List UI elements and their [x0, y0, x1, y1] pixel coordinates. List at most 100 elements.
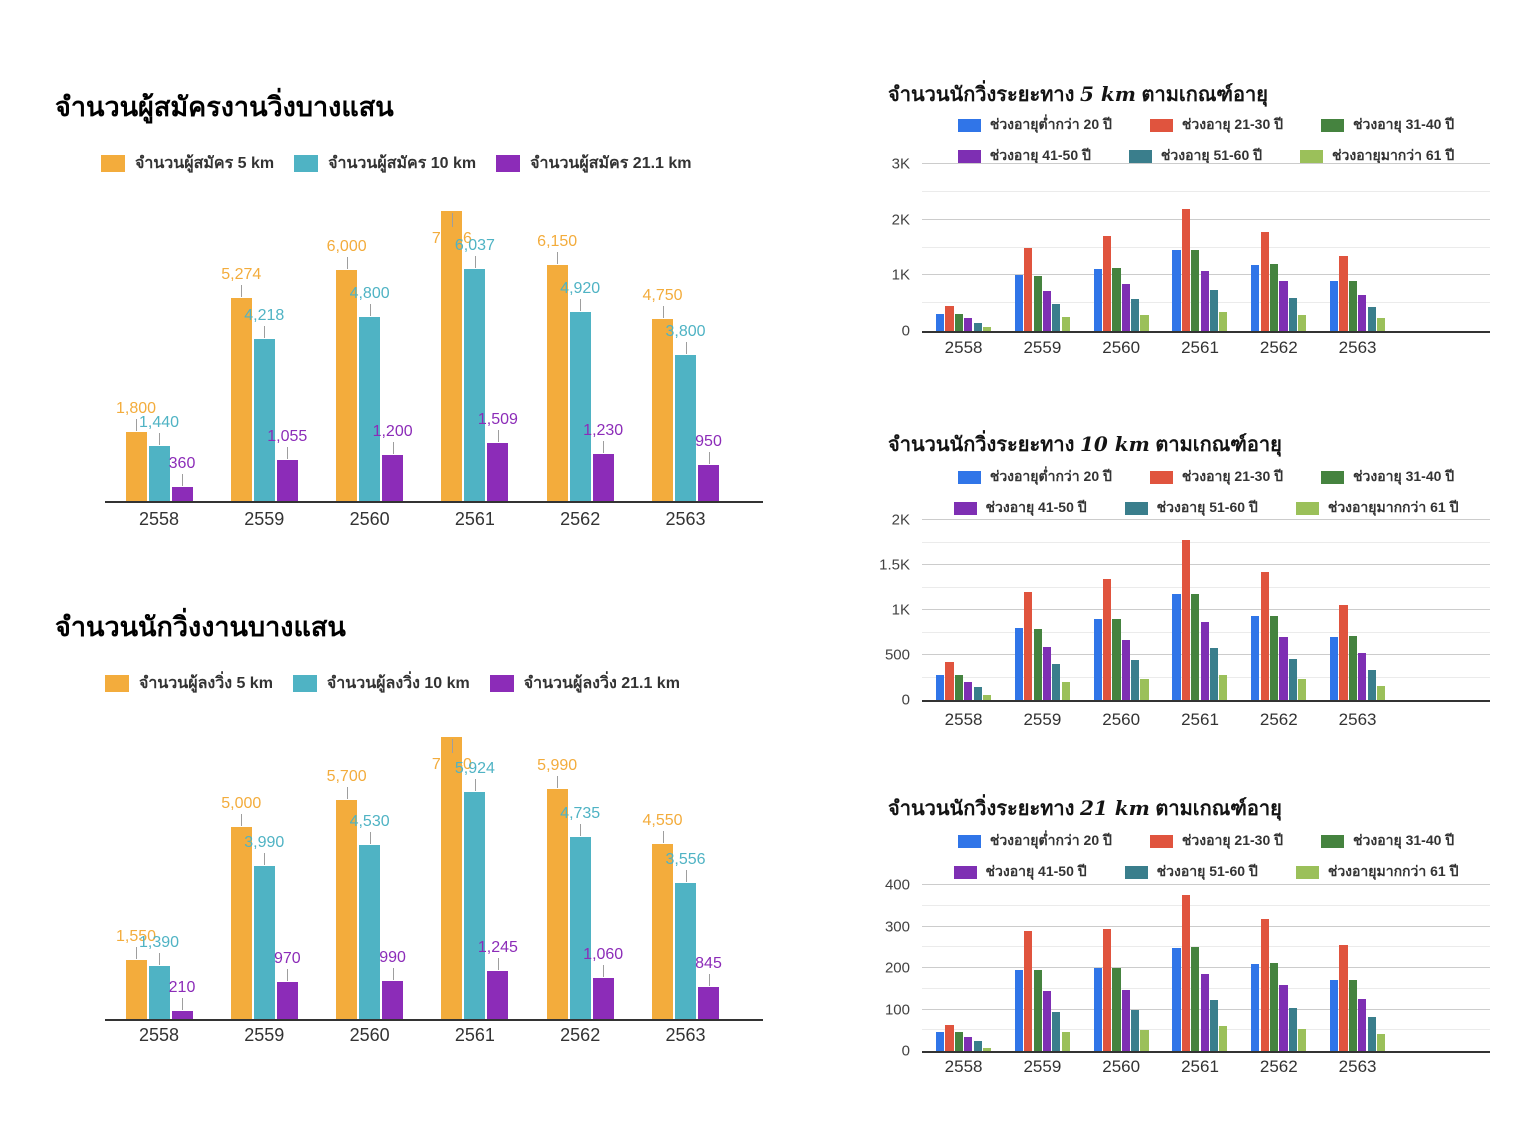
bar[interactable]: [1219, 1026, 1228, 1051]
bar[interactable]: [1279, 637, 1288, 700]
bar[interactable]: [382, 981, 404, 1019]
bar[interactable]: [936, 314, 945, 331]
bar[interactable]: [1348, 280, 1357, 331]
bar[interactable]: [954, 314, 963, 331]
bar[interactable]: [1209, 289, 1219, 331]
bar[interactable]: [1279, 985, 1288, 1051]
bar[interactable]: [1260, 919, 1269, 1051]
bar[interactable]: [1191, 947, 1200, 1051]
bar[interactable]: [1024, 592, 1033, 700]
bar[interactable]: [1200, 621, 1209, 700]
bar[interactable]: [1298, 679, 1307, 700]
bar[interactable]: [954, 1032, 963, 1051]
bar[interactable]: [1279, 280, 1288, 331]
bar[interactable]: [1172, 250, 1181, 331]
bar[interactable]: [1140, 315, 1149, 331]
bar[interactable]: [1288, 1007, 1297, 1051]
bar[interactable]: [1052, 1011, 1061, 1051]
bar[interactable]: [1330, 280, 1339, 331]
bar[interactable]: [1367, 670, 1376, 700]
bar[interactable]: [1367, 306, 1376, 331]
bar[interactable]: [382, 454, 404, 501]
bar[interactable]: [1376, 1033, 1386, 1051]
bar[interactable]: [1348, 636, 1357, 700]
bar[interactable]: [973, 1040, 982, 1051]
bar[interactable]: [1219, 674, 1228, 700]
bar[interactable]: [569, 837, 591, 1019]
bar[interactable]: [1181, 208, 1190, 331]
bar[interactable]: [1061, 682, 1070, 700]
bar[interactable]: [276, 981, 298, 1019]
bar[interactable]: [1112, 268, 1121, 331]
bar[interactable]: [359, 845, 381, 1019]
bar[interactable]: [954, 674, 963, 700]
bar[interactable]: [546, 789, 568, 1019]
bar[interactable]: [1376, 318, 1386, 331]
bar[interactable]: [148, 445, 170, 501]
bar[interactable]: [253, 338, 275, 501]
bar[interactable]: [464, 269, 486, 501]
bar[interactable]: [1209, 1000, 1219, 1051]
bar[interactable]: [148, 965, 170, 1019]
bar[interactable]: [1102, 578, 1112, 700]
bar[interactable]: [546, 264, 568, 501]
bar[interactable]: [675, 882, 696, 1019]
bar[interactable]: [1269, 963, 1279, 1051]
bar[interactable]: [1209, 647, 1219, 700]
bar[interactable]: [1121, 639, 1130, 700]
bar[interactable]: [1348, 980, 1357, 1051]
bar[interactable]: [1288, 298, 1297, 331]
bar[interactable]: [1181, 539, 1190, 700]
bar[interactable]: [1367, 1016, 1376, 1051]
bar[interactable]: [1061, 317, 1070, 331]
bar[interactable]: [973, 322, 982, 331]
bar[interactable]: [1330, 980, 1339, 1051]
bar[interactable]: [973, 687, 982, 700]
bar[interactable]: [125, 431, 147, 501]
bar[interactable]: [1131, 298, 1140, 331]
bar[interactable]: [945, 662, 954, 700]
bar[interactable]: [1140, 679, 1149, 700]
bar[interactable]: [964, 682, 973, 700]
bar[interactable]: [1260, 231, 1269, 331]
bar[interactable]: [1014, 970, 1023, 1051]
bar[interactable]: [1358, 653, 1367, 700]
bar[interactable]: [336, 800, 358, 1019]
bar[interactable]: [464, 791, 486, 1019]
bar[interactable]: [1269, 264, 1279, 331]
bar[interactable]: [1042, 290, 1052, 331]
bar[interactable]: [1191, 249, 1200, 331]
bar[interactable]: [1121, 989, 1130, 1051]
bar[interactable]: [1358, 999, 1367, 1051]
bar[interactable]: [276, 460, 298, 501]
bar[interactable]: [569, 311, 591, 501]
bar[interactable]: [441, 737, 463, 1019]
bar[interactable]: [1251, 616, 1260, 700]
bar[interactable]: [1014, 275, 1023, 331]
bar[interactable]: [1260, 572, 1269, 700]
bar[interactable]: [1102, 928, 1112, 1051]
bar[interactable]: [1014, 628, 1023, 700]
bar[interactable]: [1112, 968, 1121, 1051]
bar[interactable]: [982, 326, 992, 331]
bar[interactable]: [1376, 685, 1386, 700]
bar[interactable]: [936, 1032, 945, 1051]
bar[interactable]: [1024, 247, 1033, 331]
bar[interactable]: [487, 443, 509, 501]
bar[interactable]: [1112, 619, 1121, 700]
bar[interactable]: [1140, 1030, 1149, 1051]
bar[interactable]: [1033, 275, 1042, 331]
bar[interactable]: [125, 959, 147, 1019]
bar[interactable]: [336, 270, 358, 501]
bar[interactable]: [1251, 264, 1260, 331]
bar[interactable]: [945, 1025, 954, 1051]
bar[interactable]: [936, 674, 945, 700]
bar[interactable]: [1052, 664, 1061, 700]
bar[interactable]: [652, 844, 673, 1019]
bar[interactable]: [1121, 283, 1130, 331]
bar[interactable]: [982, 694, 992, 700]
bar[interactable]: [1024, 930, 1033, 1051]
bar[interactable]: [1288, 658, 1297, 700]
bar[interactable]: [1191, 593, 1200, 700]
bar[interactable]: [1330, 637, 1339, 700]
